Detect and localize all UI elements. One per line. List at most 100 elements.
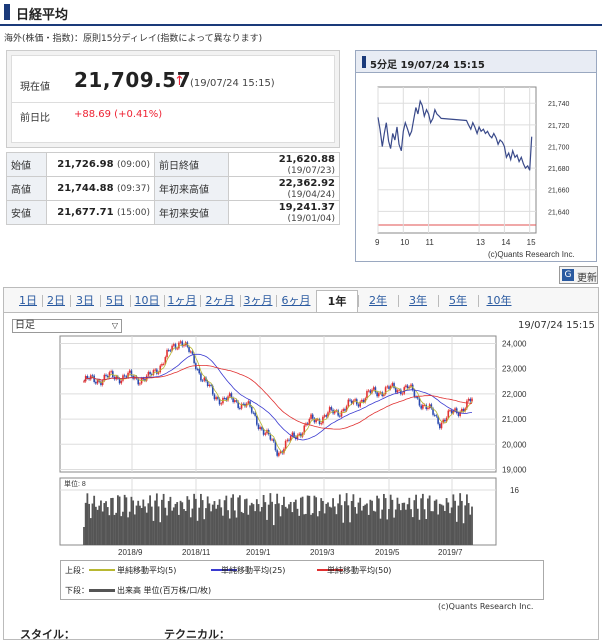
stats-row: 始値 21,726.98 (09:00) 前日終値 21,620.88 (19/07/… bbox=[6, 152, 340, 177]
y-tick-label: 21,720 bbox=[548, 123, 570, 130]
candle-body bbox=[137, 378, 140, 385]
volume-bar bbox=[432, 511, 434, 545]
volume-bar bbox=[179, 500, 182, 545]
candle-body bbox=[271, 439, 273, 441]
tab-period[interactable]: 1日 bbox=[19, 294, 37, 307]
y-tick-label: 23,000 bbox=[502, 365, 527, 374]
candle-body bbox=[315, 419, 317, 423]
volume-bar bbox=[89, 518, 92, 545]
history-chart-credit: (c)Quants Research Inc. bbox=[438, 602, 534, 611]
candle-body bbox=[259, 427, 262, 429]
tab-period[interactable]: 1年 bbox=[316, 290, 358, 312]
candle-body bbox=[95, 382, 97, 384]
volume-bar bbox=[327, 502, 329, 545]
candle-body bbox=[310, 414, 312, 419]
current-price-label: 現在値 bbox=[20, 82, 50, 93]
tab-period[interactable]: 3年 bbox=[409, 294, 427, 307]
tab-period[interactable]: 3ヶ月 bbox=[243, 294, 273, 307]
tab-period[interactable]: 2年 bbox=[369, 294, 387, 307]
candle-body bbox=[208, 384, 211, 386]
candle-body bbox=[320, 423, 323, 425]
candle-body bbox=[445, 417, 448, 422]
candle-body bbox=[344, 409, 346, 411]
volume-bar bbox=[201, 500, 204, 545]
tab-period[interactable]: 5日 bbox=[106, 294, 124, 307]
tab-period[interactable]: 2日 bbox=[47, 294, 65, 307]
volume-bar bbox=[276, 493, 279, 545]
candle-body bbox=[172, 344, 175, 346]
candle-body bbox=[152, 370, 155, 375]
volume-bar bbox=[155, 493, 158, 545]
candle-body bbox=[335, 410, 338, 412]
candle-body bbox=[181, 341, 184, 347]
header-accent-bar bbox=[4, 4, 10, 20]
volume-bar bbox=[223, 500, 226, 545]
volume-bar bbox=[393, 517, 395, 545]
candle-body bbox=[203, 377, 206, 381]
volume-bar bbox=[352, 494, 355, 545]
candle-body bbox=[198, 369, 201, 374]
candle-body bbox=[293, 432, 295, 437]
candle-body bbox=[378, 393, 380, 397]
volume-bar bbox=[213, 501, 216, 545]
volume-bar bbox=[211, 504, 214, 545]
candle-body bbox=[213, 394, 216, 400]
volume-bar bbox=[332, 498, 334, 545]
tab-period[interactable]: 6ヶ月 bbox=[281, 294, 311, 307]
tab-period[interactable]: 5年 bbox=[449, 294, 467, 307]
volume-bar bbox=[125, 497, 128, 545]
price-plot-area bbox=[59, 335, 497, 473]
volume-bar bbox=[296, 508, 299, 545]
y-tick-label: 24,000 bbox=[502, 340, 527, 349]
candle-body bbox=[435, 415, 438, 417]
volume-bar bbox=[337, 503, 340, 545]
volume-bar bbox=[152, 520, 155, 545]
volume-bar bbox=[299, 497, 302, 545]
volume-bar bbox=[215, 508, 218, 545]
volume-bar bbox=[145, 512, 148, 545]
period-select[interactable]: 日足 ▽ bbox=[12, 319, 122, 333]
volume-unit-label: 単位: 8 bbox=[64, 479, 86, 488]
tab-period[interactable]: 10年 bbox=[486, 294, 512, 307]
volume-bar bbox=[259, 511, 262, 545]
volume-bar bbox=[86, 493, 89, 545]
candle-body bbox=[144, 379, 146, 381]
tab-period[interactable]: 2ヶ月 bbox=[205, 294, 235, 307]
legend-ma50-swatch bbox=[317, 569, 343, 571]
volume-bar bbox=[430, 511, 433, 545]
y-tick-label: 19,000 bbox=[502, 465, 527, 474]
candle-body bbox=[183, 345, 185, 347]
tab-period[interactable]: 10日 bbox=[134, 294, 160, 307]
tab-separator bbox=[130, 295, 131, 307]
tab-period[interactable]: 3日 bbox=[76, 294, 94, 307]
volume-bar bbox=[405, 509, 407, 545]
x-tick-label: 2019/3 bbox=[310, 548, 335, 557]
candle-body bbox=[272, 439, 275, 442]
chevron-down-icon: ▽ bbox=[111, 321, 118, 330]
volume-bar bbox=[172, 507, 175, 545]
candle-body bbox=[164, 357, 167, 365]
candle-body bbox=[188, 346, 190, 352]
candle-body bbox=[383, 394, 385, 396]
candle-body bbox=[289, 435, 292, 441]
candle-body bbox=[108, 372, 111, 377]
candle-body bbox=[176, 348, 178, 350]
volume-bar bbox=[167, 501, 170, 545]
tab-period[interactable]: 1ヶ月 bbox=[167, 294, 197, 307]
refresh-button[interactable]: G 更新 bbox=[559, 266, 598, 284]
candle-body bbox=[154, 369, 156, 371]
volume-bar bbox=[157, 506, 160, 545]
volume-bar bbox=[88, 503, 90, 545]
volume-bar bbox=[379, 518, 382, 545]
volume-bar bbox=[345, 493, 348, 545]
volume-bar bbox=[384, 498, 387, 545]
candle-body bbox=[464, 408, 467, 412]
candle-body bbox=[291, 432, 294, 436]
volume-bar bbox=[386, 519, 389, 545]
legend-ma5: 単純移動平均(5) bbox=[117, 566, 177, 575]
candle-body bbox=[93, 375, 95, 383]
volume-bar bbox=[161, 499, 163, 545]
volume-bar bbox=[127, 517, 129, 545]
candle-body bbox=[461, 408, 463, 412]
volume-bar bbox=[111, 497, 114, 545]
